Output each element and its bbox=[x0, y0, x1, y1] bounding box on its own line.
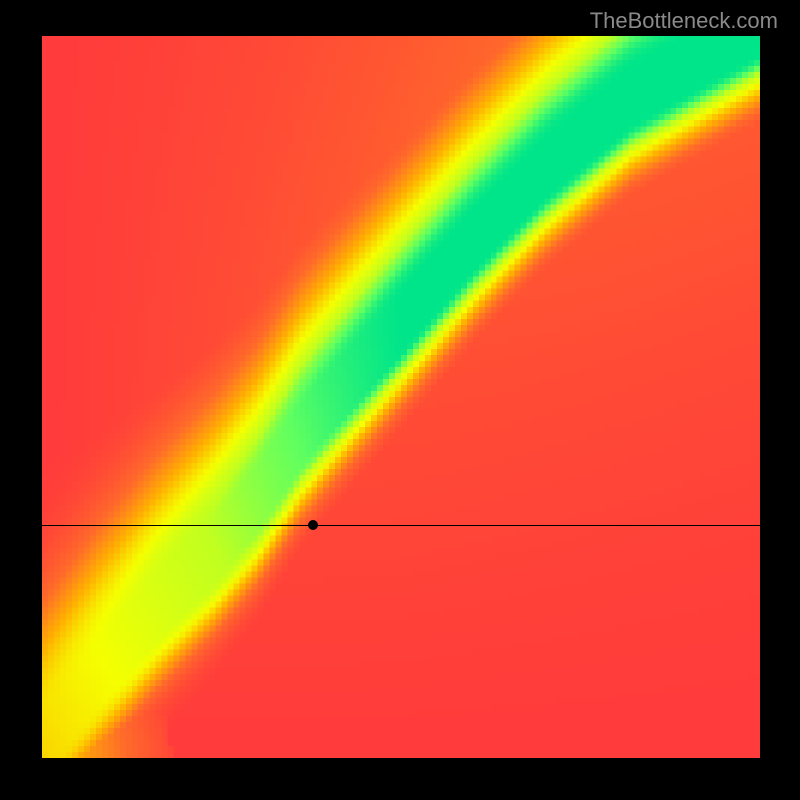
heatmap-plot-area bbox=[42, 36, 760, 758]
watermark-text: TheBottleneck.com bbox=[590, 8, 778, 34]
bottleneck-marker bbox=[308, 520, 318, 530]
heatmap-canvas bbox=[42, 36, 760, 758]
crosshair-horizontal bbox=[42, 525, 760, 526]
